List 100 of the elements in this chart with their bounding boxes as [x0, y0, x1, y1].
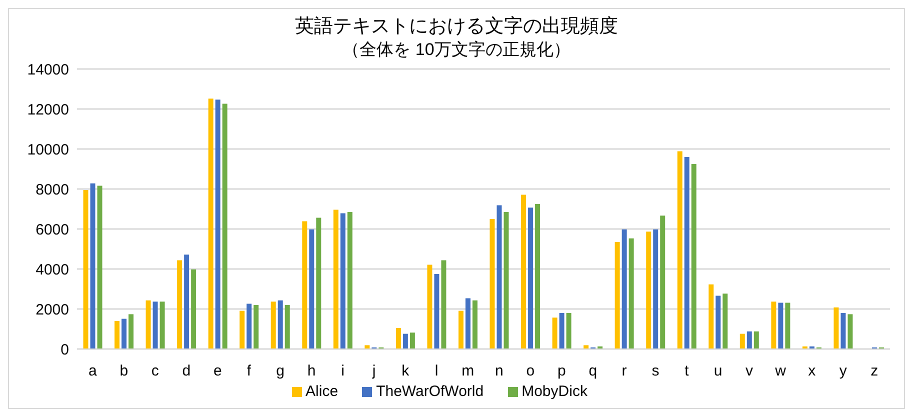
bar	[152, 302, 158, 349]
y-tick-label: 6000	[36, 221, 69, 238]
bar	[465, 298, 470, 349]
bar	[402, 334, 408, 349]
x-tick-label: n	[494, 362, 504, 380]
bar	[302, 221, 308, 349]
bar	[177, 260, 182, 349]
bar	[566, 313, 572, 349]
bar	[528, 208, 534, 349]
bar	[128, 314, 134, 349]
bar	[771, 302, 776, 349]
x-tick-label: d	[182, 362, 191, 380]
bar	[504, 212, 509, 349]
bar	[496, 205, 502, 349]
x-tick-label: w	[774, 362, 786, 380]
chart-title: 英語テキストにおける文字の出現頻度	[294, 15, 619, 39]
bar	[840, 313, 846, 349]
bar	[184, 254, 190, 349]
y-tick-label: 12000	[27, 101, 69, 118]
bar	[246, 304, 252, 349]
bar	[521, 194, 526, 349]
y-tick-label: 4000	[36, 261, 69, 278]
bar	[746, 331, 752, 349]
y-tick-label: 10000	[27, 141, 69, 158]
bar	[191, 269, 196, 349]
bar	[208, 98, 214, 349]
bar	[722, 294, 728, 349]
bar	[677, 151, 682, 349]
bar	[254, 305, 259, 349]
bar	[90, 183, 96, 349]
y-tick-label: 0	[60, 341, 69, 358]
x-tick-label: p	[558, 362, 566, 380]
bar	[628, 238, 634, 349]
bar	[97, 186, 102, 349]
x-tick-label: k	[402, 362, 410, 380]
x-tick-label: a	[88, 362, 98, 380]
x-tick-label: h	[307, 362, 316, 380]
bar	[472, 300, 478, 349]
bar	[778, 302, 784, 349]
bar	[740, 334, 745, 349]
x-tick-label: e	[214, 362, 222, 380]
bar	[441, 260, 446, 349]
bar	[316, 218, 322, 349]
bar	[691, 164, 696, 349]
bar	[114, 321, 120, 349]
x-tick-label: m	[462, 362, 474, 380]
bar	[364, 345, 370, 349]
legend-label: TheWarOfWorld	[376, 383, 484, 400]
x-tick-label: t	[684, 362, 690, 380]
x-tick-label: j	[371, 362, 376, 380]
bar	[240, 310, 245, 349]
bar	[754, 331, 759, 349]
bar	[653, 229, 658, 349]
bar	[270, 302, 276, 349]
bar	[396, 328, 401, 349]
bar	[684, 157, 690, 349]
legend-label: MobyDick	[522, 383, 588, 400]
bar	[660, 216, 666, 349]
bar	[646, 232, 652, 349]
bar	[552, 318, 558, 349]
bar	[83, 190, 88, 349]
bar	[716, 296, 721, 349]
bar	[146, 300, 151, 349]
y-tick-label: 2000	[36, 301, 69, 318]
bar	[559, 313, 564, 349]
bar	[222, 104, 228, 349]
chart-subtitle: （全体を 10万文字の正規化）	[342, 39, 572, 61]
bar	[434, 274, 440, 349]
bar	[584, 345, 589, 349]
bar	[309, 229, 314, 349]
bar	[278, 300, 283, 349]
x-tick-label: o	[526, 362, 535, 380]
x-tick-label: b	[120, 362, 128, 380]
bar	[834, 307, 839, 349]
legend-label: Alice	[306, 383, 338, 400]
y-tick-label: 8000	[36, 181, 69, 198]
x-tick-label: u	[714, 362, 722, 380]
bar	[427, 264, 432, 349]
bar	[785, 302, 790, 349]
bar	[535, 204, 540, 349]
x-tick-label: z	[870, 362, 878, 380]
bar	[122, 318, 127, 349]
bar	[333, 210, 338, 349]
y-tick-label: 14000	[27, 61, 69, 78]
bar	[160, 302, 165, 349]
x-tick-label: r	[622, 362, 627, 380]
bar	[614, 242, 620, 349]
bar	[284, 305, 290, 349]
bar	[490, 219, 495, 349]
x-tick-label: s	[652, 362, 660, 380]
x-tick-label: y	[839, 362, 848, 380]
bar	[410, 332, 415, 349]
x-tick-label: i	[341, 362, 344, 380]
x-tick-label: g	[276, 362, 284, 380]
bar	[340, 213, 346, 349]
x-tick-label: c	[151, 362, 160, 380]
x-tick-label: f	[246, 362, 252, 380]
bar	[708, 284, 714, 349]
x-tick-label: q	[588, 362, 598, 380]
x-tick-label: v	[746, 362, 754, 380]
